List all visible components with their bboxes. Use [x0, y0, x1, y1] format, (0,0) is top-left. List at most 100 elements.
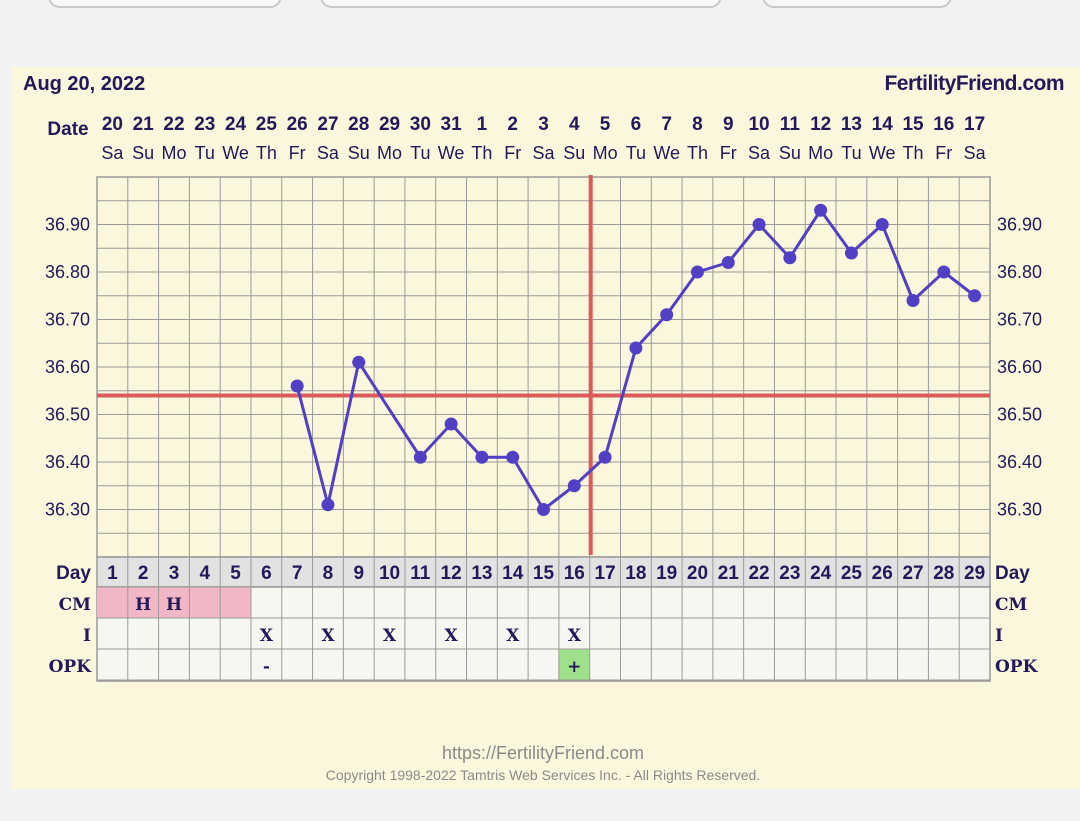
cycle-day-number: 26	[872, 563, 893, 584]
temperature-point[interactable]	[567, 479, 581, 493]
date-number: 30	[410, 114, 431, 135]
y-tick-label-right: 36.30	[997, 500, 1042, 520]
temperature-point[interactable]	[537, 503, 550, 516]
cycle-day-number: 27	[902, 563, 923, 584]
date-number: 6	[631, 114, 642, 135]
day-of-week: Tu	[626, 143, 646, 163]
temperature-point[interactable]	[321, 498, 335, 512]
cycle-day-number: 24	[810, 563, 832, 584]
y-tick-label-right: 36.60	[997, 357, 1042, 377]
temperature-line-segment	[788, 209, 822, 259]
temperature-line-segment	[419, 422, 453, 459]
date-number: 25	[256, 114, 278, 135]
temperature-point[interactable]	[937, 265, 951, 279]
temperature-line-segment	[603, 347, 638, 458]
cycle-day-number: 12	[441, 563, 462, 584]
y-tick-label-left: 36.50	[45, 405, 90, 425]
day-of-week: Fr	[720, 143, 737, 163]
temperature-line-segment	[665, 271, 699, 316]
cycle-day-number: 28	[933, 563, 954, 584]
cycle-day-number: 17	[595, 563, 616, 584]
date-number: 28	[348, 114, 369, 135]
cycle-day-number: 22	[748, 563, 769, 584]
day-of-week: Tu	[410, 143, 430, 163]
day-of-week: Fr	[504, 143, 521, 163]
date-number: 27	[317, 114, 338, 135]
temperature-point[interactable]	[752, 218, 766, 231]
row-label-day-left: Day	[56, 563, 91, 584]
cycle-day-number: 5	[230, 563, 241, 584]
cycle-day-number: 13	[471, 563, 492, 584]
temperature-point[interactable]	[690, 265, 704, 279]
cycle-day-number: 20	[687, 563, 708, 584]
date-number: 15	[902, 114, 924, 135]
temperature-point[interactable]	[721, 256, 735, 269]
temperature-line-segment	[357, 361, 422, 459]
temperature-point[interactable]	[413, 450, 427, 464]
temperature-point[interactable]	[844, 246, 858, 260]
date-number: 5	[600, 114, 611, 135]
temperature-line-segment	[573, 456, 607, 487]
cycle-day-number: 9	[353, 563, 364, 584]
cycle-day-number: 21	[718, 563, 740, 584]
temperature-point[interactable]	[660, 308, 674, 322]
day-of-week: Th	[903, 143, 924, 163]
date-number: 13	[841, 114, 862, 135]
cycle-day-number: 23	[779, 563, 800, 584]
intercourse-value: X	[321, 626, 335, 646]
temperature-line-segment	[511, 456, 545, 511]
fertility-chart: Aug 20, 2022 FertilityFriend.com Date 20…	[23, 72, 1065, 783]
temperature-point[interactable]	[906, 294, 920, 307]
date-number: 9	[723, 114, 734, 135]
temperature-point[interactable]	[814, 203, 828, 217]
y-tick-label-left: 36.80	[45, 262, 90, 282]
temperature-point[interactable]	[629, 341, 643, 355]
day-of-week: Sa	[964, 143, 987, 163]
cycle-day-number: 6	[261, 563, 272, 584]
intercourse-value: X	[568, 626, 582, 646]
date-number: 2	[507, 114, 518, 135]
temperature-line-segment	[634, 313, 668, 350]
date-number: 21	[133, 114, 155, 135]
day-of-week: Th	[256, 143, 277, 163]
top-button-1[interactable]	[48, 0, 282, 8]
day-of-week: Sa	[101, 143, 124, 163]
cycle-day-number: 14	[502, 563, 524, 584]
y-tick-label-right: 36.50	[997, 405, 1042, 425]
cycle-day-number: 11	[410, 563, 431, 584]
day-of-week: Fr	[935, 143, 952, 163]
footer-url[interactable]: https://FertilityFriend.com	[442, 743, 644, 763]
temperature-point[interactable]	[783, 251, 797, 265]
row-label-opk-left: OPK	[49, 657, 93, 677]
date-number: 11	[780, 114, 801, 135]
day-of-week: Su	[132, 143, 154, 163]
cycle-day-number: 15	[533, 563, 555, 584]
date-number: 26	[287, 114, 308, 135]
cycle-day-number: 4	[199, 563, 210, 584]
temperature-line-segment	[295, 385, 330, 506]
day-of-week: Th	[471, 143, 492, 163]
cycle-day-number: 19	[656, 563, 677, 584]
temperature-point[interactable]	[290, 379, 304, 393]
cm-cell-highlight	[220, 587, 251, 618]
temperature-line-segment	[757, 223, 791, 259]
temperature-point[interactable]	[968, 289, 982, 303]
temperature-point[interactable]	[352, 355, 366, 369]
temperature-point[interactable]	[475, 450, 489, 464]
temperature-point[interactable]	[598, 450, 612, 464]
cycle-day-number: 29	[964, 563, 985, 584]
cycle-day-number: 2	[138, 563, 149, 584]
temperature-point[interactable]	[875, 218, 889, 231]
day-of-week: Tu	[841, 143, 861, 163]
day-of-week: Su	[779, 143, 801, 163]
temperature-point[interactable]	[444, 417, 458, 431]
temperature-line-segment	[819, 209, 853, 254]
temperature-point[interactable]	[506, 450, 520, 464]
day-of-week: We	[222, 143, 249, 163]
top-button-3[interactable]	[762, 0, 952, 8]
date-number: 4	[569, 114, 580, 135]
cycle-day-number: 16	[564, 563, 585, 584]
row-label-opk-right: OPK	[995, 657, 1039, 677]
top-button-2[interactable]	[320, 0, 722, 8]
